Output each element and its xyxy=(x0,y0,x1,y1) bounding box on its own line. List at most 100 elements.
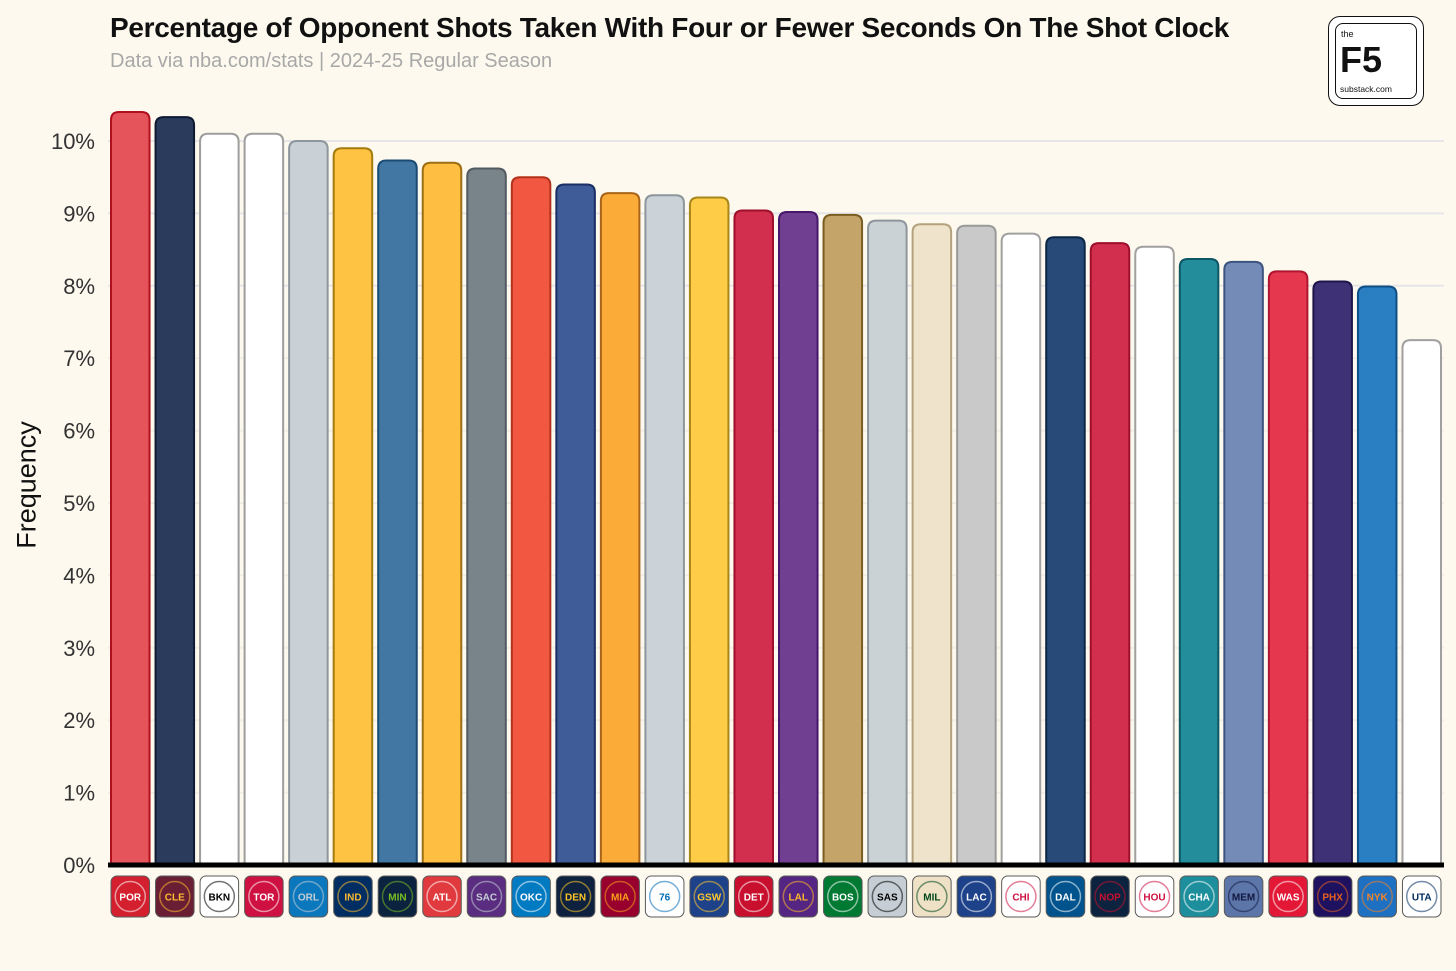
bar-clippers xyxy=(956,224,997,866)
team-logo-emblem xyxy=(1005,880,1037,913)
team-logo-mark: MIA xyxy=(611,893,629,904)
team-logo-thunder xyxy=(511,875,551,918)
team-logo-emblem xyxy=(1227,880,1260,913)
team-logo-emblem xyxy=(337,880,369,913)
team-logo-heat xyxy=(600,875,640,918)
team-logo-emblem xyxy=(1183,880,1215,913)
team-logo-mark: IND xyxy=(344,893,361,904)
team-logo-emblem xyxy=(871,880,904,913)
team-logo-mark: GSW xyxy=(697,893,721,904)
team-logo-mark: DET xyxy=(744,893,764,904)
team-logo-mark: SAC xyxy=(476,893,497,904)
bar-mavericks xyxy=(1045,236,1086,866)
bar-thunder xyxy=(510,176,552,866)
team-logo-magic xyxy=(288,875,329,918)
y-tick-label: 8% xyxy=(63,274,95,299)
team-logo-emblem xyxy=(1138,880,1171,913)
team-logo-celtics xyxy=(823,875,863,918)
team-logo-pistons xyxy=(733,875,774,918)
team-logo-mark: MIN xyxy=(388,893,406,904)
team-logo-emblem xyxy=(1361,880,1393,913)
bar-magic xyxy=(288,140,329,866)
bar-grizzlies xyxy=(1223,260,1264,866)
bar-jazz xyxy=(1401,339,1442,866)
bar-heat xyxy=(599,192,641,866)
f5-logo-name: F5 xyxy=(1340,39,1383,80)
bar-bulls xyxy=(1000,232,1042,866)
team-logo-emblem xyxy=(648,880,681,913)
team-logo-emblem xyxy=(559,880,592,913)
bar-trail-blazers xyxy=(110,111,151,866)
chart-subtitle: Data via nba.com/stats | 2024-25 Regular… xyxy=(110,50,553,72)
team-logo-emblem xyxy=(1272,880,1304,913)
team-logo-emblem xyxy=(292,880,325,913)
team-logo-lakers xyxy=(778,875,819,918)
team-logo-emblem xyxy=(426,880,458,913)
bar-hawks xyxy=(421,161,463,866)
team-logo-mark: ATL xyxy=(433,893,452,904)
team-logo-mark: LAL xyxy=(789,893,808,904)
team-logo-raptors xyxy=(244,875,284,918)
team-logo-mark: CHI xyxy=(1012,893,1029,904)
team-logo-emblem xyxy=(1049,880,1082,913)
bar-pistons xyxy=(733,209,774,866)
team-logo-emblem xyxy=(248,880,280,913)
f5-logo-url: substack.com xyxy=(1340,84,1392,94)
team-logo-mark: PHX xyxy=(1322,893,1343,904)
team-logo-knicks xyxy=(1357,875,1397,918)
team-logo-rockets xyxy=(1134,875,1175,918)
team-logo-mark: DAL xyxy=(1055,893,1076,904)
team-logo-grizzlies xyxy=(1223,875,1264,918)
team-logo-warriors xyxy=(689,875,729,918)
f5-logo-the: the xyxy=(1341,29,1354,39)
bar-hornets xyxy=(1178,258,1220,866)
team-logo-mark: UTA xyxy=(1412,893,1432,904)
team-logo-emblem xyxy=(515,880,547,913)
team-logo-emblem xyxy=(1405,880,1438,913)
team-logo-bulls xyxy=(1001,875,1041,918)
team-logo-pacers xyxy=(333,875,373,918)
bar-nuggets xyxy=(555,183,596,866)
team-logo-wizards xyxy=(1268,875,1308,918)
bar-wizards xyxy=(1267,270,1309,866)
bar-kings xyxy=(466,167,507,866)
team-logo-mark: ORL xyxy=(298,893,319,904)
team-logo-mark: CLE xyxy=(165,893,185,904)
team-logo-mark: WAS xyxy=(1277,893,1300,904)
y-tick-label: 5% xyxy=(63,491,95,516)
bar-lakers xyxy=(778,210,819,866)
team-logo-trail-blazers xyxy=(110,875,151,918)
y-tick-label: 6% xyxy=(63,419,95,444)
team-logo-emblem xyxy=(203,880,236,913)
team-logos: POR CLE BKN TOR ORL IND MIN ATL SAC OKC DEN MIA 76 GS… xyxy=(110,875,1442,918)
y-tick-label: 10% xyxy=(51,129,95,154)
team-logo-nuggets xyxy=(555,875,596,918)
y-tick-label: 2% xyxy=(63,708,95,733)
bar-suns xyxy=(1312,280,1353,866)
team-logo-hornets xyxy=(1179,875,1219,918)
team-logo-mark: 76 xyxy=(659,893,671,904)
team-logo-mark: POR xyxy=(119,893,141,904)
bar-76ers xyxy=(644,194,685,866)
f5-logo: the F5 substack.com xyxy=(1328,16,1424,106)
team-logo-pelicans xyxy=(1090,875,1130,918)
bar-cavaliers xyxy=(154,116,196,866)
team-logo-mark: NOP xyxy=(1099,893,1121,904)
bars xyxy=(110,111,1442,866)
team-logo-mavericks xyxy=(1045,875,1086,918)
team-logo-spurs xyxy=(867,875,908,918)
team-logo-mark: OKC xyxy=(520,893,542,904)
team-logo-emblem xyxy=(916,880,948,913)
bar-nets xyxy=(199,132,240,866)
team-logo-mark: MEM xyxy=(1232,893,1255,904)
team-logo-kings xyxy=(466,875,507,918)
bar-bucks xyxy=(911,223,953,866)
team-logo-mark: DEN xyxy=(565,893,586,904)
team-logo-emblem xyxy=(114,880,147,913)
y-tick-label: 9% xyxy=(63,201,95,226)
team-logo-emblem xyxy=(604,880,636,913)
y-axis-ticks: 0% 1% 2% 3% 4% 5% 6% 7% 8% 9% 10% xyxy=(51,129,95,878)
team-logo-mark: HOU xyxy=(1143,893,1165,904)
y-tick-label: 4% xyxy=(63,563,95,588)
bar-rockets xyxy=(1134,245,1175,866)
